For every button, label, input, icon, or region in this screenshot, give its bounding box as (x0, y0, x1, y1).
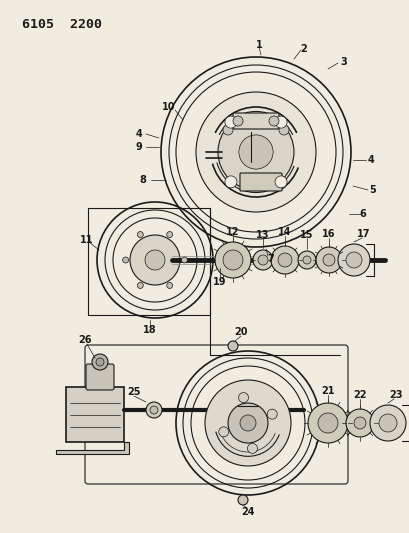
Circle shape (227, 403, 267, 443)
FancyBboxPatch shape (86, 364, 114, 390)
Text: 6: 6 (359, 209, 366, 219)
Text: 3: 3 (340, 57, 346, 67)
Circle shape (92, 354, 108, 370)
Circle shape (238, 135, 272, 169)
Text: 9: 9 (135, 142, 142, 152)
Circle shape (252, 250, 272, 270)
Circle shape (239, 415, 255, 431)
Text: 13: 13 (256, 230, 269, 240)
Text: 20: 20 (234, 327, 247, 337)
Circle shape (315, 247, 341, 273)
Text: 7: 7 (267, 254, 274, 264)
Circle shape (225, 176, 236, 188)
Circle shape (222, 250, 243, 270)
Text: 22: 22 (353, 390, 366, 400)
Text: 2: 2 (300, 44, 307, 54)
Circle shape (268, 116, 278, 126)
Text: 4: 4 (367, 155, 373, 165)
Circle shape (297, 251, 315, 269)
Circle shape (146, 402, 162, 418)
Circle shape (278, 125, 288, 135)
Circle shape (137, 282, 143, 288)
Text: 5: 5 (369, 185, 375, 195)
Circle shape (257, 255, 267, 265)
Text: 4: 4 (135, 129, 142, 139)
Circle shape (369, 405, 405, 441)
Circle shape (196, 92, 315, 212)
Text: 24: 24 (240, 507, 254, 517)
Text: 23: 23 (388, 390, 402, 400)
Circle shape (353, 417, 365, 429)
Circle shape (222, 125, 232, 135)
Circle shape (145, 250, 164, 270)
Circle shape (270, 246, 298, 274)
Circle shape (166, 231, 172, 238)
Text: 25: 25 (127, 387, 140, 397)
Circle shape (247, 443, 257, 454)
Text: 26: 26 (78, 335, 92, 345)
Circle shape (237, 495, 247, 505)
Circle shape (218, 427, 228, 437)
FancyBboxPatch shape (66, 387, 124, 442)
Circle shape (150, 406, 157, 414)
Circle shape (218, 114, 293, 190)
Circle shape (345, 409, 373, 437)
Circle shape (302, 256, 310, 264)
Circle shape (345, 252, 361, 268)
Text: 18: 18 (143, 325, 156, 335)
Circle shape (274, 176, 286, 188)
Text: 6105  2200: 6105 2200 (22, 18, 102, 31)
Circle shape (267, 409, 276, 419)
Circle shape (238, 393, 248, 402)
Text: 8: 8 (139, 175, 146, 185)
Circle shape (181, 257, 187, 263)
Circle shape (378, 414, 396, 432)
Circle shape (225, 116, 236, 128)
Circle shape (232, 116, 243, 126)
Polygon shape (56, 442, 129, 454)
Text: 17: 17 (356, 229, 370, 239)
Circle shape (307, 403, 347, 443)
Text: 16: 16 (321, 229, 335, 239)
Circle shape (317, 413, 337, 433)
Text: 11: 11 (80, 235, 94, 245)
Text: 1: 1 (255, 40, 262, 50)
Text: 10: 10 (162, 102, 175, 112)
Circle shape (214, 242, 250, 278)
Circle shape (322, 254, 334, 266)
Circle shape (96, 358, 104, 366)
Circle shape (227, 341, 237, 351)
Circle shape (137, 231, 143, 238)
Circle shape (204, 380, 290, 466)
Text: 14: 14 (278, 227, 291, 237)
FancyBboxPatch shape (239, 173, 281, 191)
Circle shape (277, 253, 291, 267)
Circle shape (122, 257, 128, 263)
Circle shape (130, 235, 180, 285)
Text: 19: 19 (213, 277, 226, 287)
Text: 21: 21 (321, 386, 334, 396)
Circle shape (274, 116, 286, 128)
Circle shape (337, 244, 369, 276)
Circle shape (166, 282, 172, 288)
Text: 15: 15 (299, 230, 313, 240)
FancyBboxPatch shape (232, 113, 278, 129)
Text: 12: 12 (226, 227, 239, 237)
